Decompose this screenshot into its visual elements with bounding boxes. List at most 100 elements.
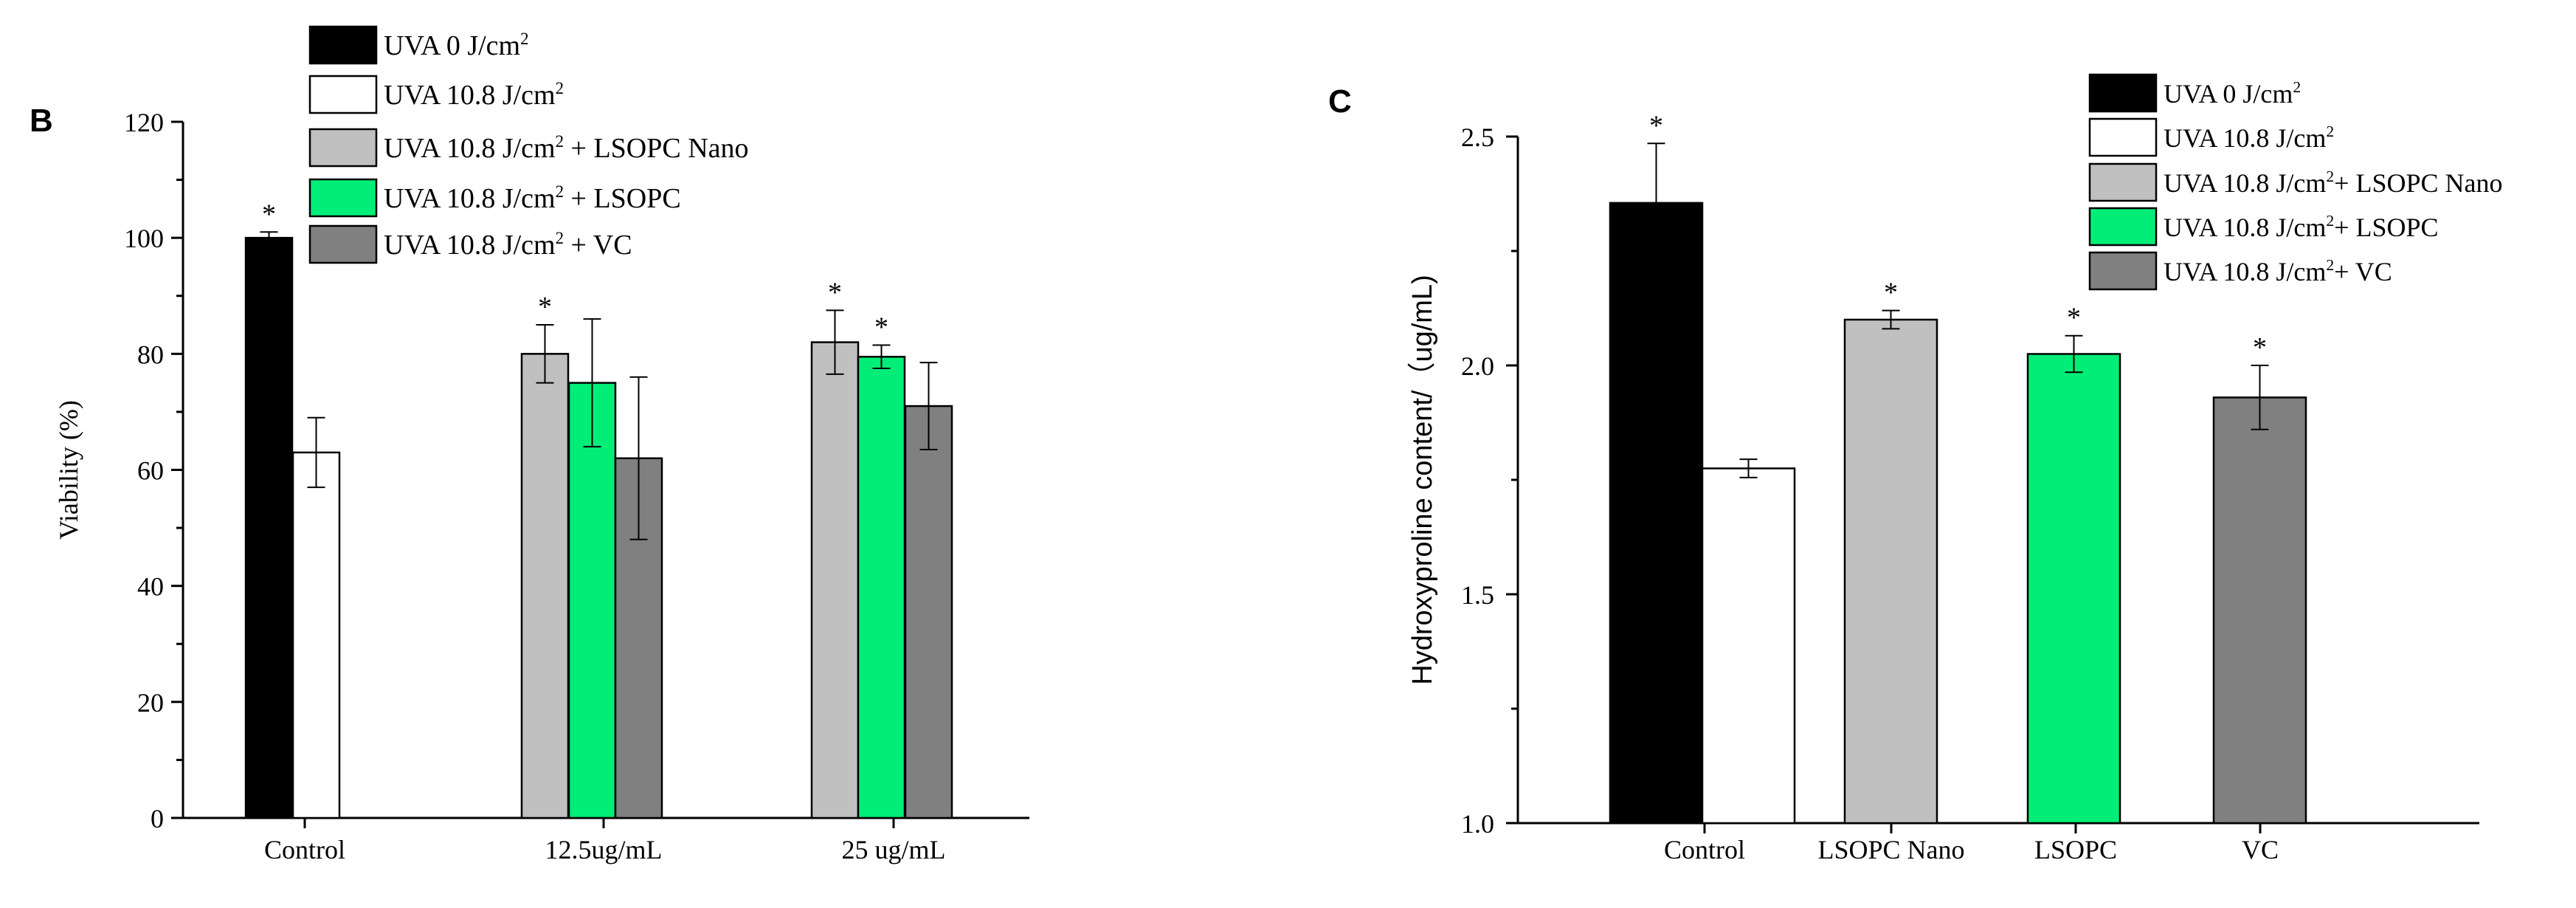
legend-label-sup: 2 <box>2326 168 2334 185</box>
bar-1-control <box>244 236 294 819</box>
legend-label-name: UVA 10.8 J/cm <box>2164 213 2326 242</box>
legend-swatch <box>2088 162 2158 202</box>
legend-label: UVA 10.8 J/cm2 <box>2164 123 2334 153</box>
legend-label: UVA 0 J/cm2 <box>384 30 529 61</box>
error-bar <box>1739 458 1758 478</box>
error-bar <box>1647 142 1665 264</box>
legend-swatch <box>308 25 378 65</box>
significance-star: * <box>1884 278 1898 309</box>
significance-star: * <box>262 199 276 230</box>
y-tick-label: 20 <box>137 688 164 718</box>
legend-label-sup: 2 <box>2326 212 2334 230</box>
error-bar <box>2065 334 2083 374</box>
legend-label-suffix: + VC <box>2334 257 2392 286</box>
bar-3-25-ug-ml <box>810 341 860 819</box>
significance-star: * <box>2253 332 2267 363</box>
error-bar <box>583 318 601 448</box>
y-tick-label: 1.5 <box>1461 580 1494 610</box>
y-tick-label: 80 <box>137 340 164 369</box>
legend-label: UVA 10.8 J/cm2 <box>384 79 564 111</box>
bar-3-lsopc-nano <box>1843 318 1938 825</box>
legend-swatch <box>2088 73 2158 113</box>
legend-label-suffix: + LSOPC Nano <box>564 133 749 164</box>
x-tick-label: 12.5ug/mL <box>545 835 663 864</box>
bar-2-control <box>1701 467 1796 825</box>
legend-label-suffix: + VC <box>564 230 632 261</box>
legend-label-suffix: + LSOPC Nano <box>2334 168 2502 198</box>
x-tick-label: VC <box>2242 835 2279 864</box>
legend-label-name: UVA 10.8 J/cm <box>384 80 556 111</box>
y-tick-label: 1.0 <box>1461 809 1494 839</box>
x-tick-label: 25 ug/mL <box>842 835 946 864</box>
legend-label-sup: 2 <box>556 132 564 151</box>
chart-panel-b: B 0 20 40 60 80 100 120 Viability (%) Control 12.5… <box>30 25 1029 864</box>
error-bar <box>629 376 648 540</box>
legend-label: UVA 10.8 J/cm2+ LSOPC Nano <box>2164 168 2502 198</box>
x-tick-label: Control <box>1664 835 1745 864</box>
legend-swatch <box>308 224 378 264</box>
legend-label-sup: 2 <box>556 79 564 97</box>
error-bar <box>826 309 844 375</box>
y-tick-label: 2.0 <box>1461 351 1494 381</box>
significance-star: * <box>828 277 842 308</box>
error-bar <box>1882 309 1900 330</box>
error-bar <box>260 231 278 245</box>
legend-swatch <box>2088 251 2158 291</box>
legend-swatch <box>308 178 378 218</box>
legend-swatch <box>2088 207 2158 247</box>
legend-label: UVA 10.8 J/cm2 + LSOPC <box>384 182 681 214</box>
y-tick-label: 40 <box>137 572 164 602</box>
legend-label-name: UVA 10.8 J/cm <box>2164 257 2326 286</box>
legend-label: UVA 10.8 J/cm2+ LSOPC <box>2164 212 2439 242</box>
y-tick-label: 100 <box>124 224 164 253</box>
bar-2-control <box>291 451 341 819</box>
y-tick-label: 120 <box>124 108 164 137</box>
chart-panel-c: C 1.0 1.5 2.0 2.5 Hydroxyproline content/（ug/… <box>1328 73 2502 864</box>
error-bar <box>872 344 891 369</box>
y-tick-label: 0 <box>151 804 164 833</box>
panel-label: C <box>1328 83 1352 120</box>
legend-label-name: UVA 0 J/cm <box>384 30 520 61</box>
legend-label-name: UVA 10.8 J/cm <box>384 230 556 261</box>
significance-star: * <box>1649 110 1663 141</box>
y-tick-label: 2.5 <box>1461 123 1494 152</box>
bar-4-12-5ug-ml <box>567 382 617 819</box>
legend-label-sup: 2 <box>520 30 528 48</box>
legend-label-sup: 2 <box>2293 78 2301 96</box>
legend-label-sup: 2 <box>2326 123 2334 140</box>
y-axis-label: Viability (%) <box>54 400 83 540</box>
legend-label-sup: 2 <box>556 182 564 201</box>
bar-4-lsopc <box>2026 353 2121 825</box>
legend-swatch <box>308 128 378 168</box>
significance-star: * <box>2067 303 2081 334</box>
x-tick-label: Control <box>264 835 345 864</box>
y-tick-label: 60 <box>137 456 164 486</box>
bar-5-vc <box>2212 396 2307 825</box>
significance-star: * <box>874 312 888 343</box>
legend-label: UVA 0 J/cm2 <box>2164 78 2301 109</box>
bar-5-25-ug-ml <box>904 405 953 819</box>
legend-label: UVA 10.8 J/cm2 + LSOPC Nano <box>384 132 749 164</box>
y-axis-label: Hydroxyproline content/（ug/mL) <box>1407 275 1438 684</box>
x-tick-label: LSOPC <box>2034 835 2117 864</box>
bar-3-12-5ug-ml <box>520 353 570 819</box>
legend-label-name: UVA 0 J/cm <box>2164 79 2293 109</box>
x-tick-label: LSOPC Nano <box>1817 835 1964 864</box>
panel-label: B <box>30 103 53 139</box>
legend-swatch <box>2088 117 2158 157</box>
legend-label: UVA 10.8 J/cm2+ VC <box>2164 256 2392 286</box>
legend-label-sup: 2 <box>556 229 564 247</box>
legend-label-suffix: + LSOPC <box>564 183 681 214</box>
legend-label-name: UVA 10.8 J/cm <box>2164 123 2326 153</box>
error-bar <box>307 416 325 489</box>
legend-label-suffix: + LSOPC <box>2334 213 2438 242</box>
bar-4-25-ug-ml <box>857 356 906 819</box>
legend-label: UVA 10.8 J/cm2 + VC <box>384 229 632 261</box>
legend-label-name: UVA 10.8 J/cm <box>384 133 556 164</box>
legend-label-sup: 2 <box>2326 256 2334 274</box>
legend-label-name: UVA 10.8 J/cm <box>2164 168 2326 198</box>
